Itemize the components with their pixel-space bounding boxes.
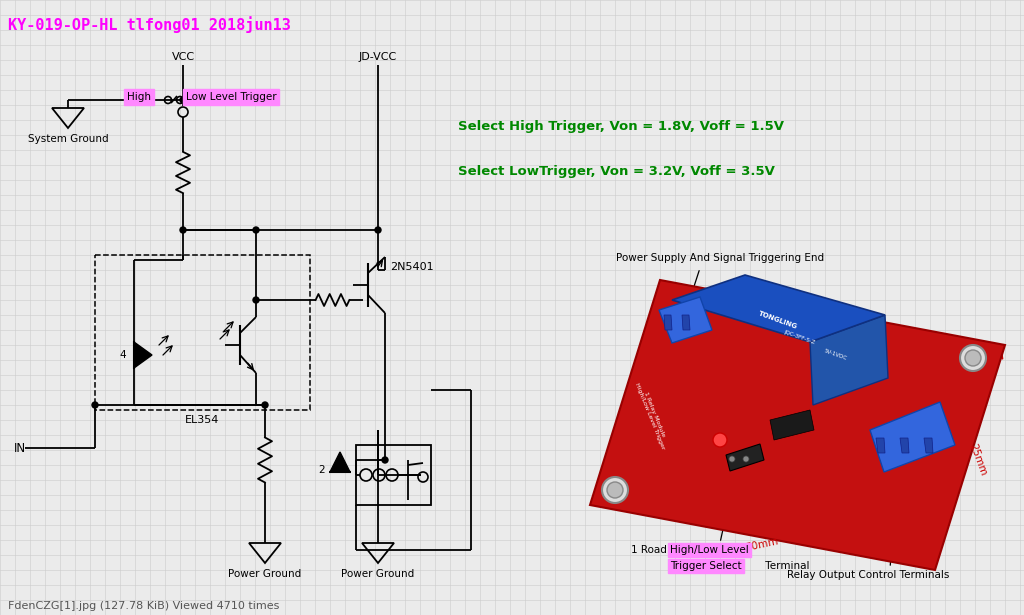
Text: FdenCZG[1].jpg (127.78 KiB) Viewed 4710 times: FdenCZG[1].jpg (127.78 KiB) Viewed 4710 … bbox=[8, 601, 280, 611]
Text: TONGLING: TONGLING bbox=[758, 310, 799, 330]
Circle shape bbox=[180, 97, 186, 103]
Text: Relay Output Control Terminals: Relay Output Control Terminals bbox=[786, 570, 949, 580]
Polygon shape bbox=[134, 342, 152, 368]
Circle shape bbox=[607, 482, 623, 498]
Text: High/Low Level: High/Low Level bbox=[670, 545, 749, 555]
Text: 25mm: 25mm bbox=[968, 443, 988, 477]
Polygon shape bbox=[924, 438, 933, 453]
Text: 2N5401: 2N5401 bbox=[390, 262, 433, 272]
Text: JQC-3FF-S-Z: JQC-3FF-S-Z bbox=[783, 329, 816, 345]
Text: 1 Road: 1 Road bbox=[631, 545, 670, 555]
Circle shape bbox=[961, 345, 986, 371]
Text: Power Supply And Signal Triggering End: Power Supply And Signal Triggering End bbox=[616, 253, 824, 263]
Text: KY-019-OP-HL tlfong01 2018jun13: KY-019-OP-HL tlfong01 2018jun13 bbox=[8, 16, 291, 33]
Text: Select High Trigger, Von = 1.8V, Voff = 1.5V: Select High Trigger, Von = 1.8V, Voff = … bbox=[458, 120, 784, 133]
Text: 2: 2 bbox=[318, 465, 326, 475]
Text: 50mm: 50mm bbox=[744, 537, 779, 554]
Text: IN: IN bbox=[14, 442, 27, 454]
Circle shape bbox=[262, 402, 268, 408]
Bar bbox=[356, 445, 431, 505]
Circle shape bbox=[713, 433, 727, 447]
Text: 1 Relay Module
High/Low Level Trigger: 1 Relay Module High/Low Level Trigger bbox=[634, 380, 671, 450]
Text: Select LowTrigger, Von = 3.2V, Voff = 3.5V: Select LowTrigger, Von = 3.2V, Voff = 3.… bbox=[458, 165, 775, 178]
Circle shape bbox=[382, 457, 388, 463]
Polygon shape bbox=[664, 315, 672, 330]
Text: System Ground: System Ground bbox=[28, 134, 109, 144]
Polygon shape bbox=[590, 280, 1005, 570]
Text: Power Ground: Power Ground bbox=[341, 569, 415, 579]
Circle shape bbox=[375, 227, 381, 233]
Circle shape bbox=[743, 456, 749, 462]
Circle shape bbox=[729, 456, 735, 462]
Text: VCC: VCC bbox=[171, 52, 195, 62]
Text: High: High bbox=[127, 92, 151, 102]
Polygon shape bbox=[659, 297, 712, 343]
Text: Trigger Select: Trigger Select bbox=[670, 561, 741, 571]
Circle shape bbox=[602, 477, 628, 503]
Polygon shape bbox=[770, 410, 814, 440]
Polygon shape bbox=[870, 402, 955, 472]
Circle shape bbox=[965, 350, 981, 366]
Text: JD-VCC: JD-VCC bbox=[358, 52, 397, 62]
Polygon shape bbox=[682, 315, 690, 330]
Polygon shape bbox=[876, 438, 885, 453]
Circle shape bbox=[253, 227, 259, 233]
Circle shape bbox=[180, 227, 186, 233]
Polygon shape bbox=[810, 315, 888, 405]
Text: Low Level Trigger: Low Level Trigger bbox=[186, 92, 276, 102]
Circle shape bbox=[92, 402, 98, 408]
Text: Power Ground: Power Ground bbox=[228, 569, 302, 579]
Polygon shape bbox=[672, 275, 885, 342]
Circle shape bbox=[253, 297, 259, 303]
Polygon shape bbox=[330, 452, 350, 472]
Text: 4: 4 bbox=[120, 350, 126, 360]
Text: EL354: EL354 bbox=[185, 415, 220, 425]
Bar bbox=[95, 255, 310, 410]
Polygon shape bbox=[900, 438, 909, 453]
Polygon shape bbox=[726, 444, 764, 471]
Text: Terminal: Terminal bbox=[762, 561, 810, 571]
Text: 5V-1VDC: 5V-1VDC bbox=[823, 349, 847, 362]
